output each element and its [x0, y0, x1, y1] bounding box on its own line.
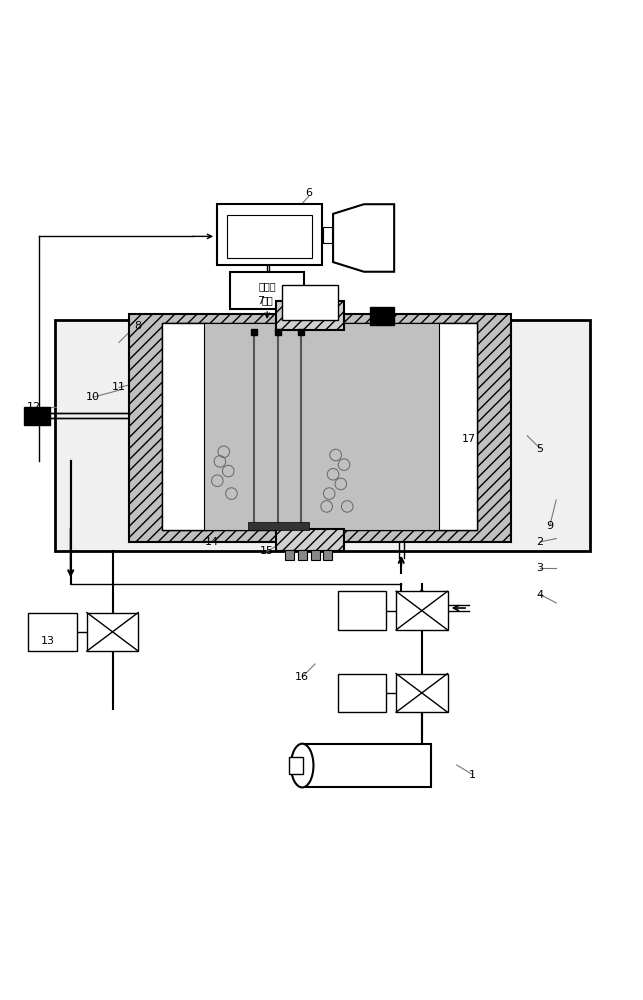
- Text: 数字采: 数字采: [258, 281, 276, 291]
- Text: 8: 8: [134, 321, 142, 331]
- Text: 12: 12: [26, 402, 41, 412]
- Polygon shape: [333, 204, 394, 272]
- Bar: [87, 613, 138, 651]
- Text: 14: 14: [205, 537, 219, 547]
- Bar: [289, 757, 303, 774]
- Bar: [302, 744, 431, 787]
- Bar: [323, 227, 332, 243]
- Bar: [276, 301, 344, 330]
- Text: 1: 1: [469, 770, 476, 780]
- Bar: [396, 591, 448, 630]
- Text: 11: 11: [112, 382, 126, 392]
- Bar: [285, 550, 294, 560]
- Bar: [162, 323, 207, 530]
- Bar: [338, 674, 386, 712]
- Bar: [204, 323, 439, 530]
- Bar: [311, 550, 320, 560]
- Text: 3: 3: [537, 563, 543, 573]
- Text: 集卡: 集卡: [261, 295, 273, 305]
- Text: 15: 15: [260, 546, 274, 556]
- Bar: [24, 407, 50, 425]
- Bar: [230, 272, 304, 309]
- Text: 6: 6: [305, 188, 312, 198]
- Bar: [227, 215, 312, 258]
- Bar: [437, 323, 477, 530]
- Bar: [338, 591, 386, 630]
- Text: 5: 5: [537, 444, 543, 454]
- Text: 17: 17: [462, 434, 476, 444]
- Bar: [282, 285, 338, 320]
- Text: 4: 4: [536, 590, 544, 600]
- Text: 13: 13: [41, 636, 55, 646]
- Text: 7: 7: [257, 296, 264, 306]
- Text: 2: 2: [536, 537, 544, 547]
- Bar: [248, 522, 309, 530]
- Bar: [298, 550, 307, 560]
- Bar: [129, 314, 511, 542]
- Text: 16: 16: [295, 672, 309, 682]
- Bar: [217, 204, 322, 265]
- Text: 9: 9: [546, 521, 554, 531]
- Bar: [396, 674, 448, 712]
- Bar: [28, 613, 77, 651]
- Bar: [162, 323, 477, 530]
- Text: 10: 10: [86, 392, 100, 402]
- Bar: [370, 307, 394, 325]
- Bar: [55, 320, 590, 551]
- Bar: [276, 529, 344, 551]
- Bar: [323, 550, 332, 560]
- Ellipse shape: [291, 744, 314, 787]
